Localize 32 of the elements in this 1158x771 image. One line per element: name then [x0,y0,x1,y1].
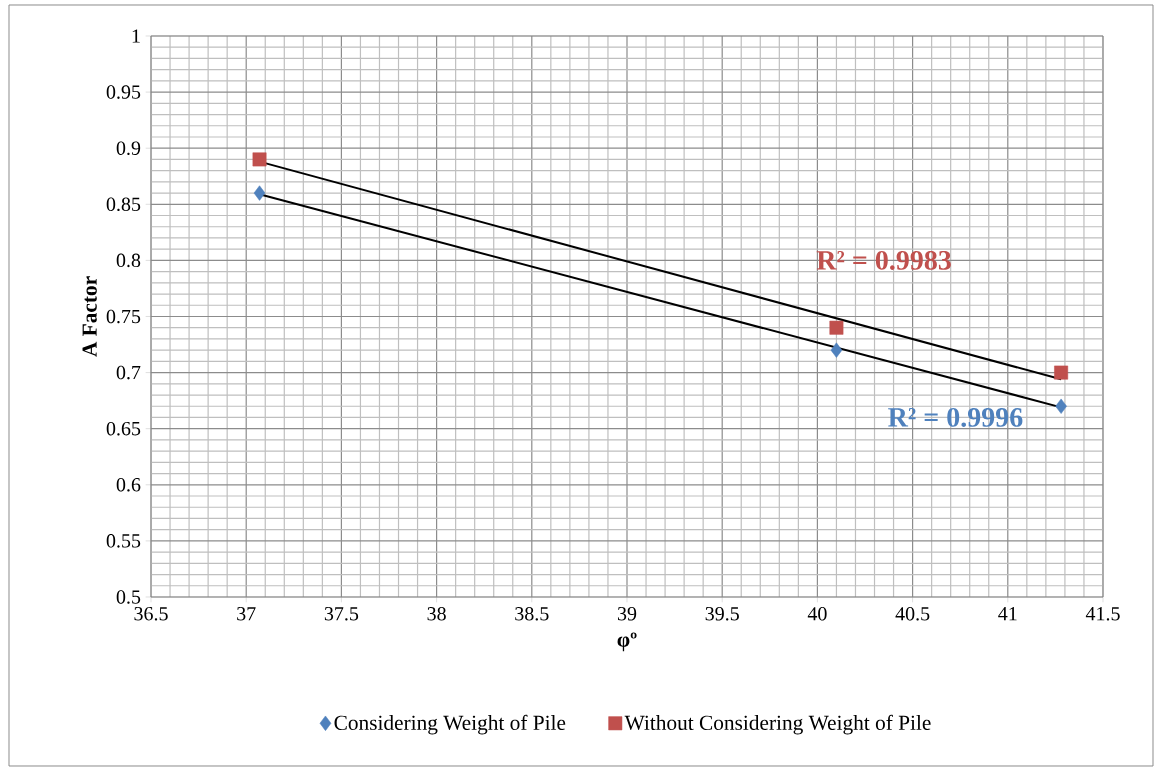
y-tick-label: 0.9 [116,141,141,155]
y-tick-label: 0.7 [116,365,141,380]
x-tick-label: 36.5 [134,607,168,621]
point [253,185,266,201]
x-tick-label: 38.5 [515,607,549,621]
point [1055,398,1067,414]
x-tick-label: 37 [237,607,256,621]
y-tick-label: 0.85 [106,197,141,212]
y-tick-label: 0.8 [116,253,141,268]
x-tick-label: 39.5 [705,607,739,621]
y-tick-label: 0.75 [106,309,141,324]
x-tick-label: 38 [427,607,446,621]
x-tick-label: 41.5 [1085,607,1120,621]
y-tick-label: 0.95 [106,85,141,99]
point [252,152,267,167]
x-tick-label: 41 [998,607,1017,621]
x-tick-label: 40.5 [895,607,930,621]
x-tick-label: 40 [807,607,827,621]
y-axis-title: A Factor [82,276,97,357]
x-axis-title: φº [617,632,637,652]
legend-label: Considering Weight of Pile [334,714,566,735]
x-tick-label: 37.5 [324,607,359,621]
y-tick-label: 0.5 [116,590,141,604]
legend-label: Without Considering Weight of Pile [624,714,931,735]
point [829,320,844,335]
y-tick-label: 0.55 [106,534,141,548]
point [830,342,843,358]
y-tick-label: 0.65 [106,421,141,436]
point [1054,365,1069,380]
y-tick-label: 1 [132,29,140,43]
x-tick-label: 39 [617,607,637,621]
y-tick-label: 0.6 [116,478,141,492]
